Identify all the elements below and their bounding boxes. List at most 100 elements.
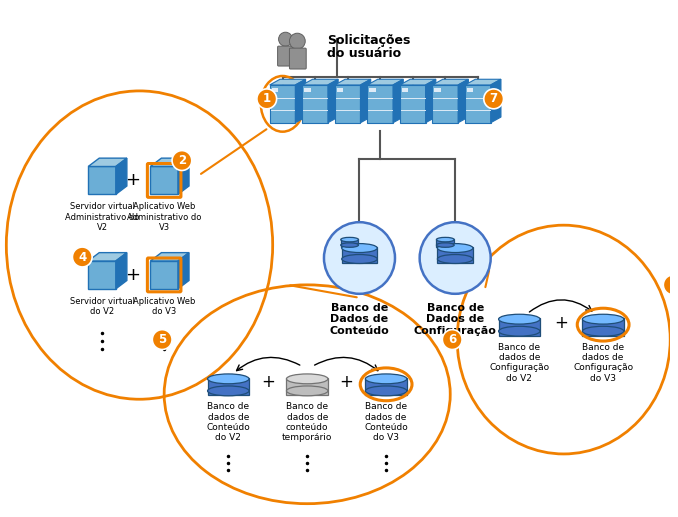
FancyBboxPatch shape — [400, 85, 426, 123]
Polygon shape — [178, 253, 189, 289]
Polygon shape — [328, 79, 338, 123]
FancyBboxPatch shape — [151, 261, 178, 289]
Text: Solicitações: Solicitações — [327, 34, 410, 47]
FancyBboxPatch shape — [402, 88, 408, 93]
FancyBboxPatch shape — [433, 85, 458, 123]
Ellipse shape — [437, 243, 454, 247]
Text: 3: 3 — [669, 278, 677, 292]
Text: 7: 7 — [490, 93, 498, 105]
Polygon shape — [426, 79, 436, 123]
Circle shape — [420, 222, 491, 294]
FancyBboxPatch shape — [365, 378, 407, 396]
Circle shape — [257, 89, 277, 109]
Circle shape — [172, 150, 192, 171]
Ellipse shape — [582, 326, 624, 336]
Text: +: + — [340, 373, 354, 391]
Polygon shape — [335, 79, 371, 85]
FancyBboxPatch shape — [341, 239, 359, 247]
Polygon shape — [270, 79, 306, 85]
FancyBboxPatch shape — [287, 378, 328, 396]
Ellipse shape — [341, 237, 359, 242]
FancyBboxPatch shape — [465, 85, 491, 123]
Text: Banco de
dados de
Conteúdo
do V2: Banco de dados de Conteúdo do V2 — [206, 402, 250, 443]
Text: Servidor virtual
do V2: Servidor virtual do V2 — [70, 297, 134, 316]
Text: do usuário: do usuário — [327, 47, 401, 60]
Ellipse shape — [437, 237, 454, 242]
FancyBboxPatch shape — [467, 88, 473, 93]
Text: +: + — [125, 266, 140, 284]
Text: Banco de
dados de
Configuração
do V3: Banco de dados de Configuração do V3 — [573, 343, 633, 383]
FancyBboxPatch shape — [302, 85, 328, 123]
Text: +: + — [125, 172, 140, 189]
Polygon shape — [367, 79, 403, 85]
Polygon shape — [178, 158, 189, 194]
FancyBboxPatch shape — [290, 48, 306, 69]
Polygon shape — [400, 79, 436, 85]
Text: 1: 1 — [262, 93, 271, 105]
Polygon shape — [116, 158, 127, 194]
Circle shape — [279, 32, 292, 46]
Text: Banco de
dados de
Conteúdo
do V3: Banco de dados de Conteúdo do V3 — [364, 402, 408, 443]
Circle shape — [290, 33, 305, 49]
FancyBboxPatch shape — [582, 318, 624, 336]
Ellipse shape — [342, 254, 377, 264]
Text: Banco de
dados de
conteúdo
temporário: Banco de dados de conteúdo temporário — [282, 402, 332, 443]
FancyBboxPatch shape — [367, 85, 393, 123]
Text: Aplicativo Web
do V3: Aplicativo Web do V3 — [133, 297, 195, 316]
Polygon shape — [465, 79, 501, 85]
Text: 2: 2 — [178, 154, 186, 167]
Text: Servidor virtual
Administrativo do
V2: Servidor virtual Administrativo do V2 — [65, 202, 139, 232]
FancyBboxPatch shape — [335, 85, 361, 123]
Polygon shape — [296, 79, 306, 123]
Text: Banco de
Dados de
Configuração: Banco de Dados de Configuração — [414, 303, 496, 336]
FancyBboxPatch shape — [437, 239, 454, 247]
Ellipse shape — [287, 374, 328, 384]
FancyBboxPatch shape — [88, 261, 116, 289]
Text: +: + — [554, 314, 567, 331]
FancyBboxPatch shape — [207, 378, 249, 396]
Polygon shape — [393, 79, 403, 123]
FancyBboxPatch shape — [277, 46, 294, 66]
Circle shape — [153, 330, 172, 349]
FancyBboxPatch shape — [370, 88, 376, 93]
Ellipse shape — [287, 386, 328, 396]
Polygon shape — [88, 158, 127, 166]
Ellipse shape — [207, 386, 249, 396]
FancyBboxPatch shape — [437, 247, 473, 263]
FancyBboxPatch shape — [272, 88, 278, 93]
Circle shape — [484, 89, 504, 109]
Text: Banco de
dados de
Configuração
do V2: Banco de dados de Configuração do V2 — [490, 343, 549, 383]
FancyBboxPatch shape — [88, 166, 116, 194]
Circle shape — [442, 330, 462, 349]
FancyBboxPatch shape — [304, 88, 311, 93]
Ellipse shape — [342, 244, 377, 252]
Ellipse shape — [498, 314, 540, 324]
Ellipse shape — [582, 314, 624, 324]
Text: Banco de
Dados de
Conteúdo: Banco de Dados de Conteúdo — [330, 303, 389, 336]
Ellipse shape — [437, 254, 473, 264]
Polygon shape — [433, 79, 468, 85]
Polygon shape — [116, 253, 127, 289]
Polygon shape — [458, 79, 468, 123]
Polygon shape — [361, 79, 371, 123]
FancyBboxPatch shape — [498, 318, 540, 336]
Text: Aplicativo Web
Administrativo do
V3: Aplicativo Web Administrativo do V3 — [127, 202, 201, 232]
Polygon shape — [151, 253, 189, 261]
Ellipse shape — [341, 243, 359, 247]
Circle shape — [663, 275, 678, 295]
Ellipse shape — [365, 374, 407, 384]
Ellipse shape — [365, 386, 407, 396]
Ellipse shape — [207, 374, 249, 384]
Circle shape — [73, 247, 92, 267]
FancyBboxPatch shape — [337, 88, 343, 93]
Text: 4: 4 — [78, 251, 86, 264]
FancyBboxPatch shape — [342, 247, 377, 263]
Text: 5: 5 — [158, 333, 166, 346]
FancyBboxPatch shape — [435, 88, 441, 93]
Circle shape — [324, 222, 395, 294]
Text: +: + — [261, 373, 275, 391]
Polygon shape — [491, 79, 501, 123]
FancyBboxPatch shape — [270, 85, 296, 123]
Text: 6: 6 — [448, 333, 456, 346]
FancyBboxPatch shape — [151, 166, 178, 194]
